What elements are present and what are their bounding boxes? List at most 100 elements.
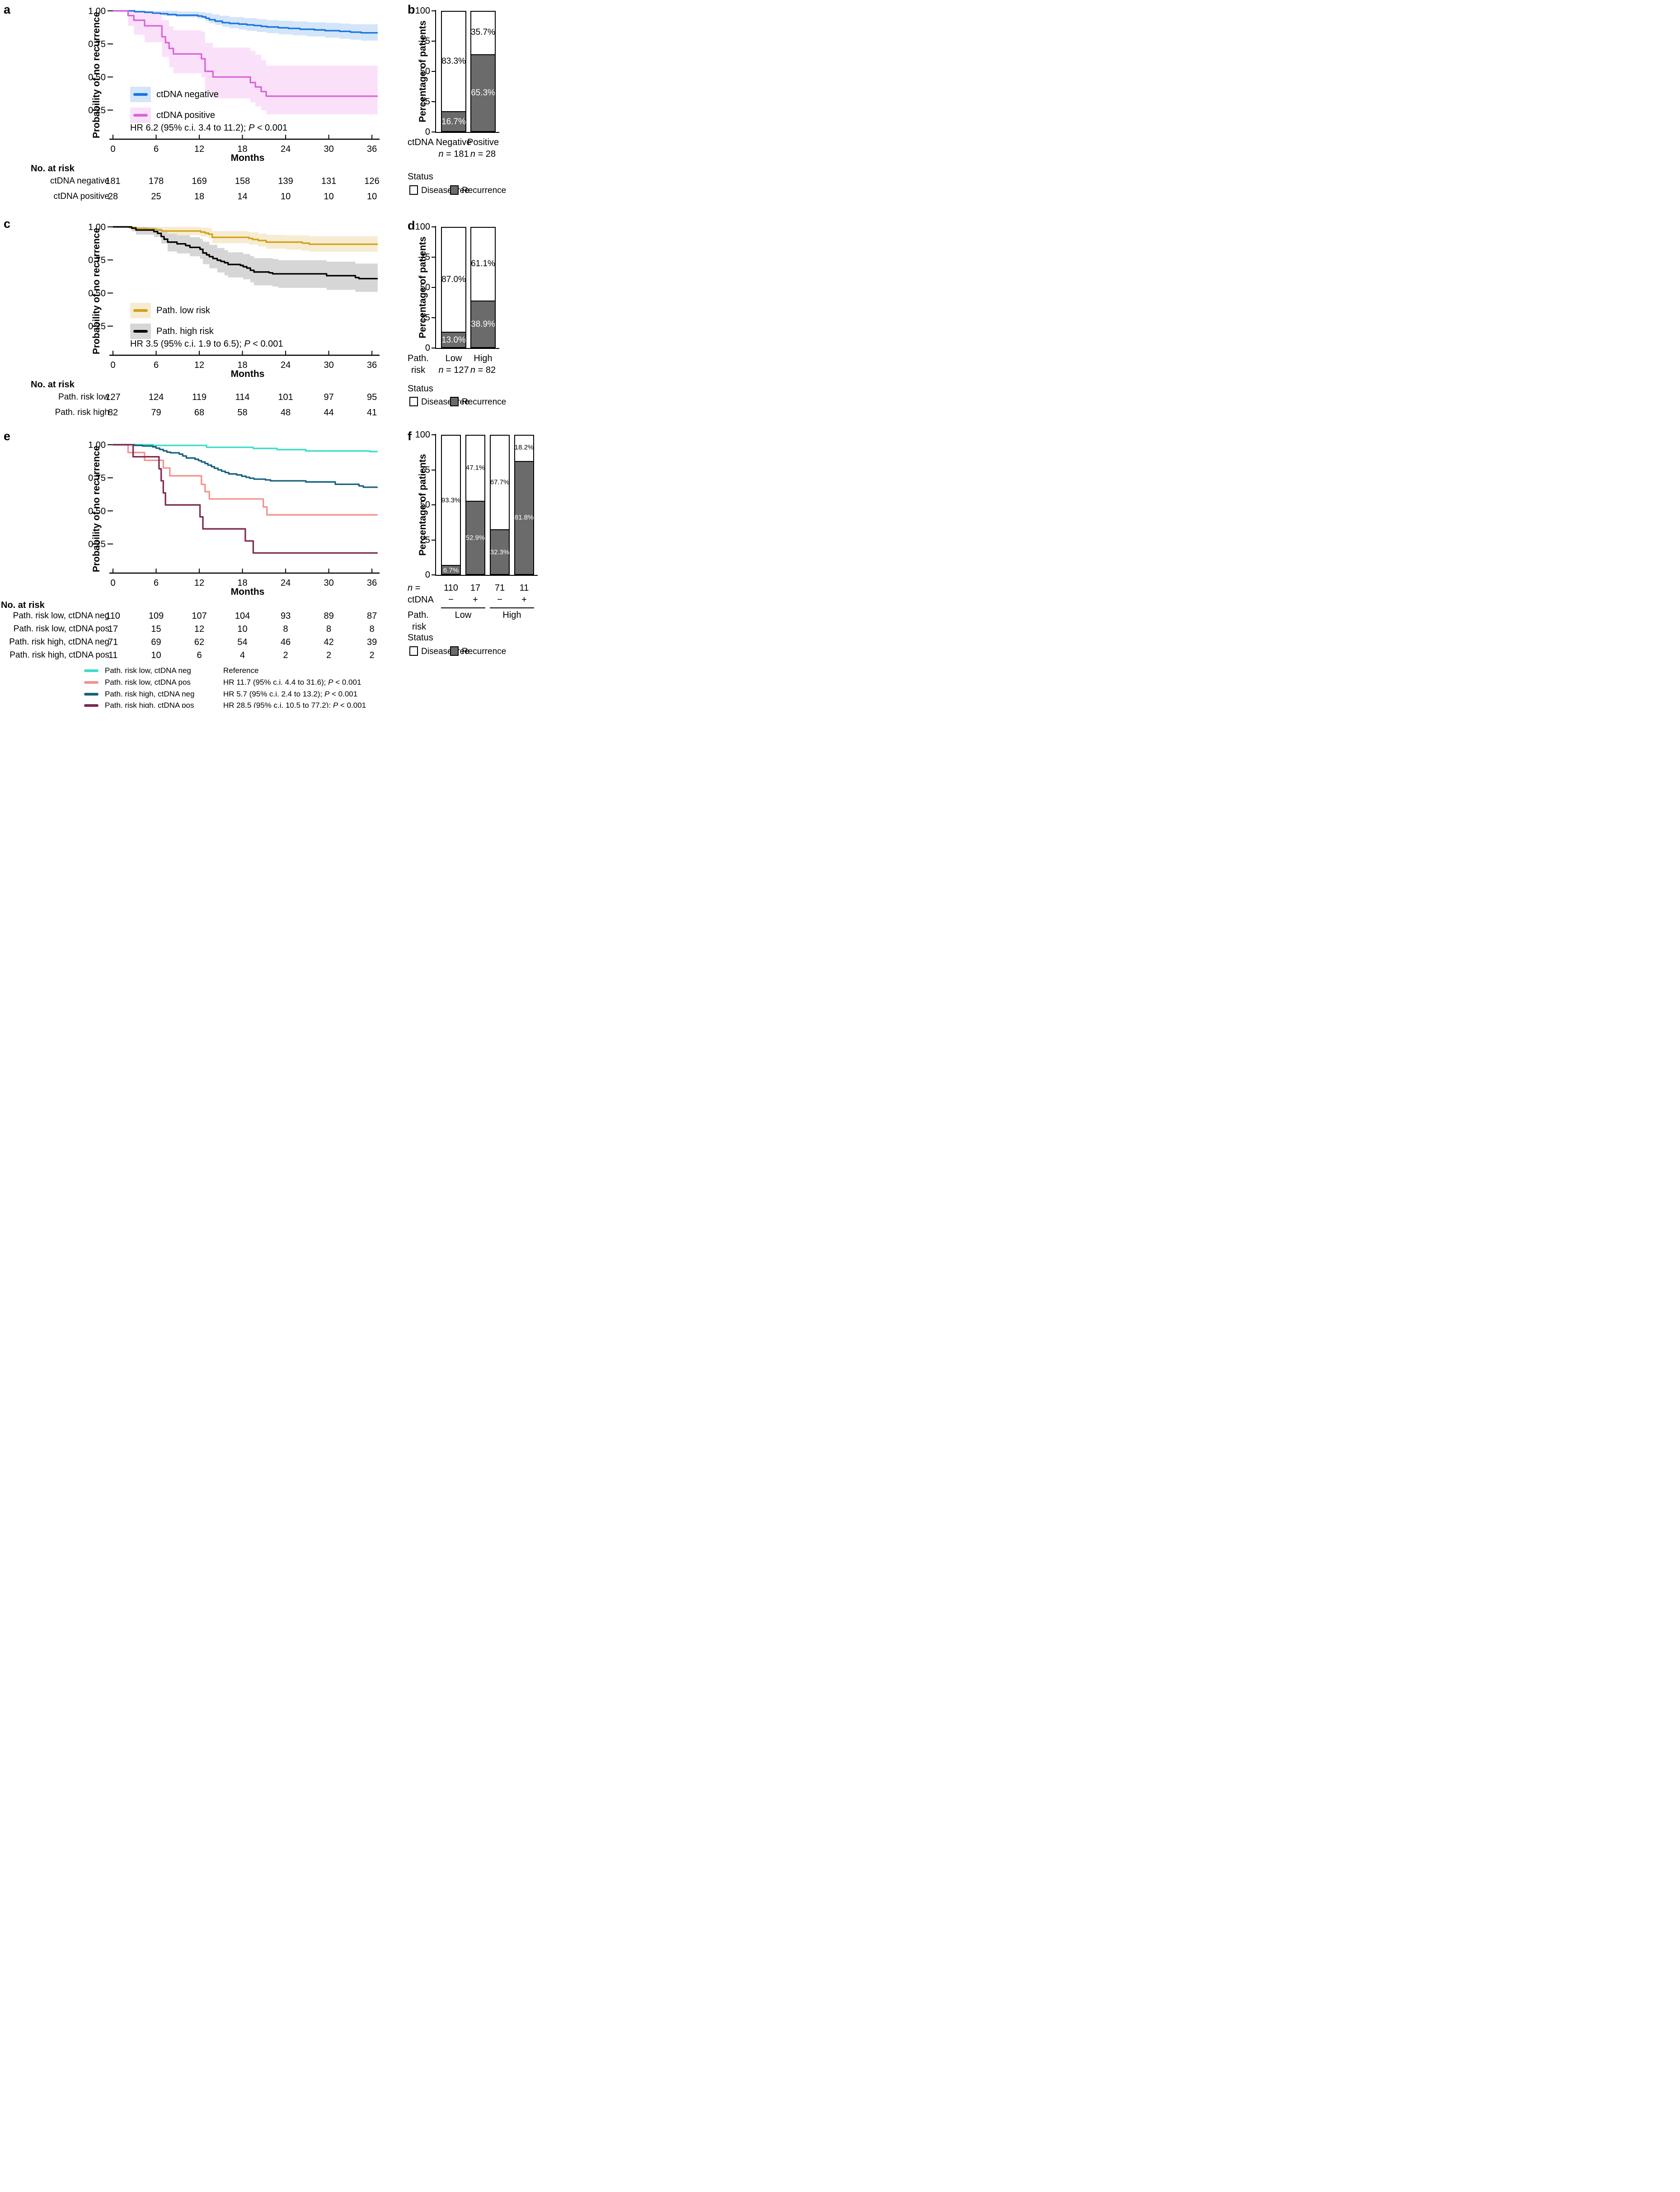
risk-value: 114 bbox=[235, 392, 250, 402]
bar-y-axis bbox=[435, 434, 436, 576]
bar-category-label: High bbox=[474, 353, 493, 363]
risk-value: 181 bbox=[105, 176, 121, 186]
legend-line bbox=[84, 681, 99, 684]
hr-p-italic: P bbox=[244, 339, 250, 349]
bar-recurrence-segment bbox=[471, 301, 495, 347]
risk-row-label: Path. risk low, ctDNA neg bbox=[13, 611, 109, 621]
legend-item-label: Path. high risk bbox=[156, 326, 214, 336]
bar-n-label: n = 82 bbox=[456, 365, 510, 376]
n-label-part: = 82 bbox=[475, 365, 496, 375]
legend-line bbox=[133, 114, 148, 117]
x-tick-label: 0 bbox=[110, 360, 115, 370]
risk-value: 58 bbox=[237, 408, 248, 418]
bar bbox=[514, 435, 534, 575]
risk-value: 17 bbox=[108, 624, 118, 634]
risk-value: 107 bbox=[192, 611, 207, 621]
bar-ctdna-sign: + bbox=[473, 595, 478, 605]
stat-text: P bbox=[333, 701, 338, 708]
bar-percent-recurrence: 13.0% bbox=[441, 335, 466, 345]
status-swatch-disease-free bbox=[409, 646, 418, 656]
bar-ctdna-sign: − bbox=[448, 595, 454, 605]
bar-percent-recurrence: 38.9% bbox=[471, 319, 495, 329]
risk-value: 10 bbox=[280, 192, 291, 202]
risk-value: 139 bbox=[278, 176, 293, 186]
bar-recurrence-segment bbox=[471, 54, 495, 131]
risk-value: 110 bbox=[106, 611, 120, 621]
km-curve bbox=[113, 444, 378, 516]
risk-row-label: Path. risk high bbox=[55, 408, 109, 417]
x-tick-label: 6 bbox=[154, 144, 159, 154]
n-label-part: n bbox=[438, 149, 444, 159]
panel-letter-c: c bbox=[4, 217, 11, 230]
bar-y-tick bbox=[432, 101, 435, 102]
x-tick-label: 30 bbox=[324, 144, 333, 154]
bar-percent-disease-free: 93.3% bbox=[441, 496, 461, 504]
risk-table-title-a: No. at risk bbox=[31, 164, 75, 174]
hr-text: HR 6.2 (95% c.i. 3.4 to 11.2); bbox=[130, 123, 249, 133]
bar-recurrence-segment bbox=[442, 111, 465, 131]
legend-item: ctDNA positive bbox=[130, 106, 215, 124]
ci-band bbox=[113, 11, 378, 41]
x-tick-label: 36 bbox=[367, 360, 377, 370]
legend-item: Path. high risk bbox=[130, 322, 214, 340]
risk-value: 131 bbox=[321, 176, 337, 186]
legend-swatch bbox=[130, 303, 151, 318]
y-tick-label: 0.75 bbox=[88, 255, 106, 265]
legend-item-label: Path. risk low, ctDNA neg bbox=[105, 666, 191, 675]
risk-value: 158 bbox=[235, 176, 250, 186]
hr-annotation-a: HR 6.2 (95% c.i. 3.4 to 11.2); P < 0.001 bbox=[130, 123, 287, 133]
figure-root: a Probability of no recurrence 0 6 12 18 24 3… bbox=[0, 0, 542, 708]
risk-value: 101 bbox=[278, 392, 293, 402]
stat-text: < 0.001 bbox=[333, 678, 361, 687]
legend-line bbox=[84, 669, 99, 672]
x-tick-label: 0 bbox=[110, 144, 115, 154]
risk-value: 4 bbox=[239, 650, 245, 660]
bar-recurrence-segment bbox=[442, 564, 460, 574]
km-curve bbox=[113, 444, 378, 488]
stat-text: P bbox=[324, 690, 330, 698]
n-label-part: n bbox=[470, 365, 476, 375]
risk-value: 127 bbox=[105, 392, 121, 402]
bar-y-tick-label: 0 bbox=[425, 570, 430, 580]
n-label-part: = 28 bbox=[475, 149, 496, 159]
hr-text: HR 3.5 (95% c.i. 1.9 to 6.5); bbox=[130, 339, 244, 349]
km-plot-c: 0 6 12 18 24 30 36 1.00 0.75 0.50 0.25 bbox=[88, 222, 380, 370]
risk-value: 8 bbox=[326, 624, 332, 634]
risk-value: 169 bbox=[192, 176, 207, 186]
bar-percent-disease-free: 35.7% bbox=[471, 27, 495, 37]
n-label-part: = 127 bbox=[443, 365, 469, 375]
bar-x-axis bbox=[435, 348, 499, 349]
hr-p-italic: P bbox=[248, 123, 255, 133]
risk-row-label: ctDNA negative bbox=[50, 176, 109, 186]
stat-text: P bbox=[328, 678, 333, 687]
bar-y-tick-label: 0 bbox=[425, 343, 430, 353]
stat-text: HR 28.5 (95% c.i. 10.5 to 77.2); bbox=[223, 701, 333, 708]
risk-value: 89 bbox=[324, 611, 334, 621]
legend-item: ctDNA negative bbox=[130, 85, 219, 103]
risk-value: 62 bbox=[194, 637, 205, 647]
risk-value: 68 bbox=[194, 408, 205, 418]
risk-value: 93 bbox=[280, 611, 291, 621]
legend-item: Path. low risk bbox=[130, 301, 210, 320]
risk-value: 39 bbox=[366, 637, 377, 647]
bar-percent-disease-free: 67.7% bbox=[490, 478, 510, 486]
risk-value: 6 bbox=[197, 650, 202, 660]
legend-swatch bbox=[130, 108, 151, 123]
bar-x-axis bbox=[435, 575, 538, 576]
km-curve bbox=[113, 226, 378, 245]
legend-item-label: ctDNA positive bbox=[156, 110, 216, 120]
km-curve bbox=[113, 10, 378, 34]
bar-category-label: Low bbox=[445, 353, 462, 363]
risk-value: 126 bbox=[364, 176, 380, 186]
bar-n-label: n = 28 bbox=[456, 149, 510, 160]
bar-percent-disease-free: 83.3% bbox=[441, 56, 466, 66]
bar bbox=[470, 227, 496, 348]
legend-swatch bbox=[130, 324, 151, 339]
stat-text: Reference bbox=[223, 666, 259, 675]
risk-value: 87 bbox=[366, 611, 377, 621]
bar-ctdna-sign: + bbox=[521, 595, 527, 605]
bar-y-tick-label: 75 bbox=[420, 36, 430, 46]
n-eq: = bbox=[413, 583, 421, 593]
risk-value: 10 bbox=[151, 650, 161, 660]
km-curve bbox=[113, 444, 378, 452]
